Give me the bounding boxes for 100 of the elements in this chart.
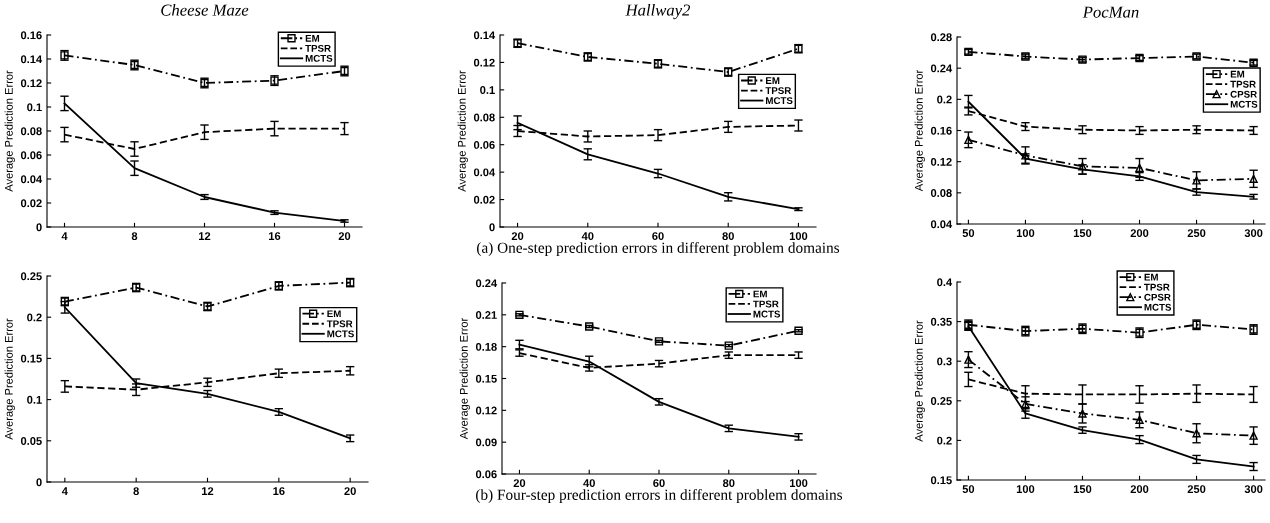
y-tick-label: 0.2 — [27, 313, 42, 322]
point — [964, 135, 973, 145]
chart-title: Cheese Maze — [161, 3, 249, 16]
y-tick-label: 0.21 — [475, 311, 497, 319]
y-tick-label: 0.04 — [930, 220, 953, 229]
legend-label: TPSR — [326, 320, 353, 328]
y-tick-label: 0 — [489, 223, 495, 232]
legend-label: EM — [327, 310, 341, 318]
x-tick-label: 300 — [1244, 485, 1263, 494]
y-tick-label: 0.15 — [930, 476, 952, 485]
point — [1249, 431, 1258, 440]
y-tick-label: 0.12 — [930, 157, 952, 166]
legend-label: MCTS — [753, 310, 781, 318]
y-tick-label: 0.15 — [475, 374, 497, 383]
x-tick-label: 150 — [1073, 485, 1092, 494]
y-tick-label: 0.12 — [473, 58, 495, 67]
y-tick-label: 0 — [36, 478, 42, 487]
y-tick-label: 0.04 — [20, 175, 43, 184]
y-tick-label: 0.16 — [930, 126, 952, 135]
legend-label: MCTS — [305, 54, 333, 62]
y-tick-label: 0.18 — [475, 342, 497, 351]
y-tick-label: 0.2 — [937, 95, 952, 104]
y-tick-label: 0.2 — [937, 436, 952, 445]
y-tick-label: 0.16 — [20, 31, 42, 40]
x-tick-label: 60 — [652, 232, 664, 241]
legend-label: EM — [1230, 70, 1245, 78]
y-tick-label: 0.05 — [20, 437, 42, 445]
legend-label: CPSR — [1144, 293, 1171, 301]
x-tick-label: 50 — [962, 229, 975, 238]
x-tick-label: 300 — [1244, 229, 1263, 238]
chart-title: PocMan — [1082, 6, 1139, 18]
x-tick-label: 80 — [722, 232, 734, 241]
point — [1078, 409, 1087, 418]
y-tick-label: 0.12 — [20, 79, 42, 88]
point — [1249, 174, 1258, 183]
chart-title: Hallway2 — [625, 3, 691, 20]
y-tick-label: 0.06 — [20, 151, 42, 160]
point — [1192, 429, 1201, 438]
point — [964, 355, 973, 364]
line-series — [518, 343, 800, 438]
x-tick-label: 20 — [344, 487, 356, 496]
legend-label: MCTS — [1144, 303, 1172, 311]
x-tick-label: 100 — [789, 479, 808, 488]
y-tick-label: 0.09 — [475, 438, 497, 447]
x-tick-label: 8 — [131, 232, 138, 241]
y-axis-title: Average Prediction Error — [4, 318, 15, 440]
y-tick-label: 0.14 — [20, 55, 43, 64]
y-tick-label: 0.06 — [473, 140, 495, 149]
x-tick-label: 100 — [1016, 229, 1035, 238]
x-tick-label: 16 — [273, 487, 285, 496]
y-tick-label: 0.12 — [475, 406, 497, 415]
x-tick-label: 20 — [513, 479, 526, 488]
y-tick-label: 0.04 — [473, 168, 496, 177]
legend-label: CPSR — [1230, 90, 1257, 98]
x-tick-label: 200 — [1130, 229, 1149, 238]
x-tick-label: 250 — [1187, 229, 1206, 238]
y-tick-label: 0.02 — [20, 199, 42, 208]
y-tick-label: 0.1 — [27, 103, 42, 112]
y-tick-label: 0.14 — [473, 31, 496, 40]
y-tick-label: 0.24 — [475, 279, 498, 288]
legend-label: MCTS — [1230, 100, 1258, 108]
y-tick-label: 0.4 — [937, 278, 953, 287]
x-tick-label: 250 — [1187, 485, 1206, 494]
legend-label: TPSR — [305, 44, 331, 52]
legend-label: MCTS — [766, 97, 793, 105]
x-tick-label: 8 — [133, 487, 139, 496]
x-tick-label: 60 — [653, 479, 665, 488]
x-tick-label: 50 — [962, 485, 975, 494]
legend-label: EM — [766, 77, 780, 84]
y-tick-label: 0.06 — [475, 470, 497, 479]
x-tick-label: 40 — [581, 232, 594, 241]
y-tick-label: 0.1 — [480, 86, 495, 94]
legend-label: TPSR — [765, 87, 792, 95]
x-tick-label: 80 — [722, 479, 735, 488]
legend-label: EM — [1144, 273, 1158, 281]
y-axis-title: Average Prediction Error — [914, 320, 925, 442]
y-axis-title: Average Prediction Error — [459, 317, 470, 440]
point — [1192, 176, 1201, 185]
x-tick-label: 200 — [1130, 485, 1149, 494]
y-tick-label: 0.3 — [937, 357, 952, 366]
text: (a) One-step prediction errors in different problem domains — [477, 241, 840, 257]
legend-label: TPSR — [753, 300, 779, 308]
y-tick-label: 0.08 — [473, 113, 495, 122]
y-tick-label: 0.1 — [27, 395, 42, 404]
y-tick-label: 0.02 — [473, 195, 495, 204]
y-tick-label: 0.25 — [20, 272, 42, 281]
x-tick-label: 20 — [511, 232, 524, 241]
x-tick-label: 12 — [199, 232, 211, 240]
x-tick-label: 150 — [1073, 229, 1092, 238]
y-tick-label: 0.25 — [930, 397, 952, 405]
y-axis-title: Average Prediction Error — [914, 69, 925, 192]
legend-label: MCTS — [327, 330, 354, 338]
y-tick-label: 0.35 — [930, 317, 952, 326]
y-axis-title: Average Prediction Error — [457, 70, 468, 192]
y-tick-label: 0 — [36, 223, 42, 232]
text: (b) Four-step prediction errors in different problem domains — [476, 488, 843, 504]
legend-label: EM — [753, 290, 767, 298]
y-tick-label: 0.08 — [20, 127, 42, 136]
x-tick-label: 4 — [61, 232, 68, 240]
y-tick-label: 0.24 — [930, 64, 953, 73]
